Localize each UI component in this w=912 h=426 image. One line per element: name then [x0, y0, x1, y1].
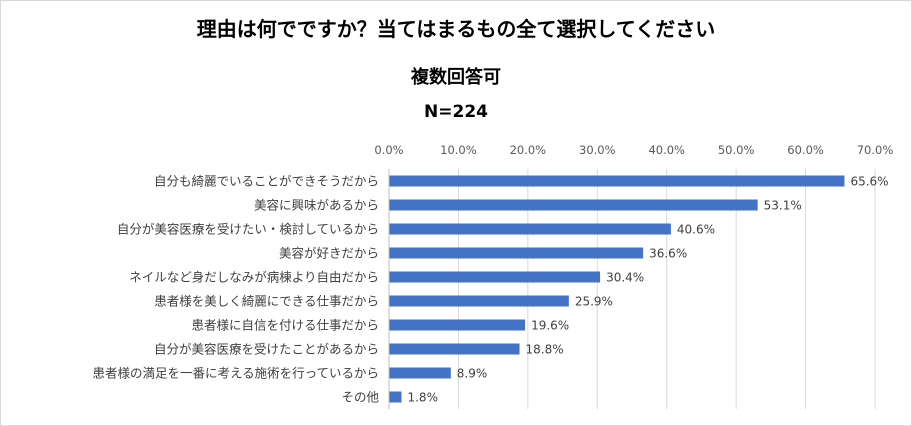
data-label: 19.6%: [531, 319, 569, 333]
bar: [389, 223, 671, 235]
category-label: 患者様に自信を付ける仕事だから: [191, 318, 379, 333]
data-label: 53.1%: [764, 199, 802, 213]
data-label: 18.8%: [526, 343, 564, 357]
x-tick-label: 30.0%: [579, 143, 616, 157]
bar: [389, 271, 601, 283]
data-label: 25.9%: [575, 295, 613, 309]
bar: [389, 295, 569, 307]
category-label: 自分も綺麗でいることができそうだから: [154, 174, 379, 189]
bar: [389, 175, 845, 187]
category-label: その他: [341, 390, 379, 405]
chart-subtitle: 複数回答可: [411, 67, 501, 88]
x-tick-label: 70.0%: [857, 143, 894, 157]
category-label: 美容に興味があるから: [254, 198, 379, 213]
bar: [389, 367, 451, 379]
sample-size-label: N=224: [424, 102, 488, 122]
category-label: 美容が好きだから: [279, 246, 379, 261]
x-tick-label: 20.0%: [510, 143, 547, 157]
data-label: 36.6%: [649, 247, 687, 261]
x-tick-label: 10.0%: [440, 143, 477, 157]
category-label: 自分が美容医療を受けたことがあるから: [154, 342, 379, 357]
data-label: 40.6%: [677, 223, 715, 237]
x-tick-label: 0.0%: [374, 143, 403, 157]
category-label: 患者様を美しく綺麗にできる仕事だから: [154, 294, 379, 309]
bar: [389, 391, 402, 403]
bar: [389, 319, 526, 331]
x-tick-label: 60.0%: [787, 143, 824, 157]
category-label: 患者様の満足を一番に考える施術を行っているから: [92, 366, 379, 381]
bar: [389, 343, 520, 355]
bar: [389, 247, 644, 259]
data-label: 8.9%: [457, 367, 488, 381]
data-label: 1.8%: [407, 391, 438, 405]
data-label: 65.6%: [850, 175, 888, 189]
data-label: 30.4%: [606, 271, 644, 285]
category-label: ネイルなど身だしなみが病棟より自由だから: [129, 270, 379, 285]
bar: [389, 199, 758, 211]
category-label: 自分が美容医療を受けたい・検討しているから: [117, 222, 379, 237]
chart-title: 理由は何でですか？当てはまるもの全て選択してください: [196, 17, 716, 41]
x-tick-label: 40.0%: [648, 143, 685, 157]
x-tick-label: 50.0%: [718, 143, 755, 157]
